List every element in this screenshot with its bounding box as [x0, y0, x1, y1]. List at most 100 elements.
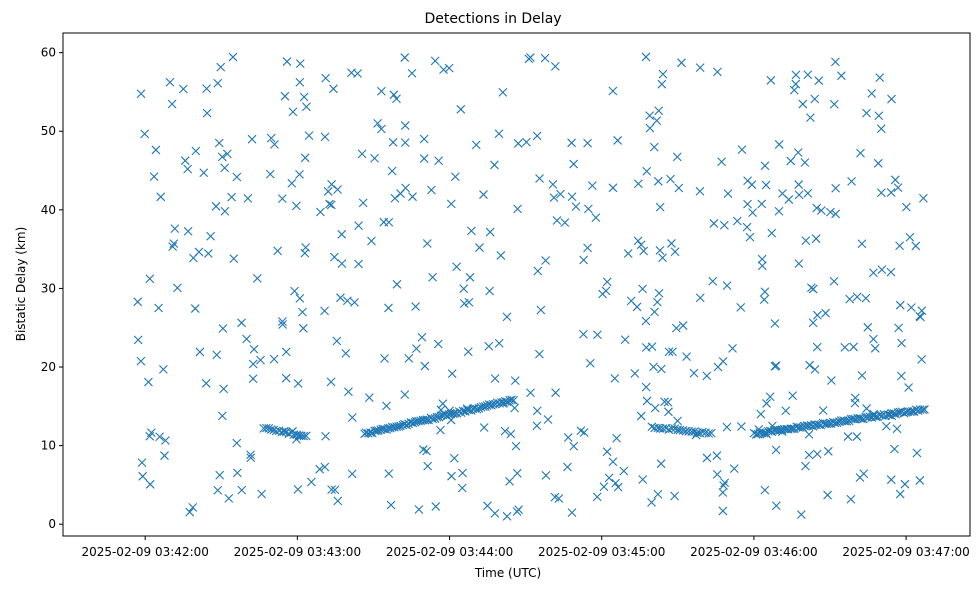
data-point: [156, 192, 166, 202]
data-point: [514, 505, 523, 514]
data-point: [321, 431, 330, 441]
data-point: [857, 239, 867, 249]
data-point: [211, 201, 221, 211]
data-point: [384, 303, 393, 313]
data-point: [526, 388, 535, 398]
data-point: [653, 489, 663, 499]
data-point: [652, 116, 662, 126]
data-point: [364, 429, 373, 438]
data-point: [389, 90, 399, 100]
data-point: [354, 259, 363, 269]
data-point: [658, 253, 667, 263]
data-point: [832, 418, 842, 428]
data-point: [682, 352, 691, 362]
data-point: [766, 75, 776, 85]
data-point: [447, 471, 456, 481]
data-point: [330, 485, 340, 495]
data-point: [511, 441, 521, 451]
data-point: [745, 232, 755, 242]
data-point: [217, 152, 227, 162]
data-point: [195, 347, 205, 357]
data-point: [638, 475, 648, 484]
data-point: [666, 174, 675, 184]
data-point: [549, 193, 559, 203]
data-point: [857, 371, 867, 380]
data-point: [810, 364, 820, 374]
data-point: [133, 297, 143, 307]
data-point: [400, 419, 409, 429]
data-point: [434, 156, 444, 166]
data-point: [265, 169, 275, 179]
data-point: [803, 188, 813, 198]
data-point: [485, 286, 495, 296]
data-point: [720, 478, 730, 488]
data-point: [786, 424, 796, 434]
data-point: [380, 354, 389, 363]
data-point: [639, 246, 649, 256]
data-point: [459, 299, 469, 308]
data-point: [806, 113, 815, 122]
data-point: [722, 422, 732, 432]
data-point: [623, 249, 633, 258]
data-point: [167, 99, 177, 109]
data-point: [712, 451, 722, 461]
data-point: [350, 297, 359, 307]
data-point: [601, 286, 611, 296]
data-point: [337, 229, 347, 239]
data-point: [633, 236, 643, 246]
data-point: [583, 138, 592, 148]
data-point: [408, 192, 417, 202]
data-point: [904, 383, 913, 392]
data-point: [630, 369, 640, 378]
data-point: [266, 425, 276, 434]
data-point: [831, 209, 840, 219]
data-point: [663, 397, 673, 407]
data-point: [736, 422, 746, 431]
data-point: [417, 332, 427, 342]
data-point: [396, 189, 405, 198]
data-point: [353, 69, 362, 78]
data-point: [248, 359, 258, 369]
data-point: [822, 419, 832, 429]
data-point: [760, 485, 770, 495]
data-point: [861, 293, 871, 303]
data-point: [293, 484, 303, 494]
data-point: [585, 358, 595, 368]
data-point: [645, 111, 655, 121]
data-point: [364, 393, 374, 403]
data-point: [419, 154, 429, 163]
data-point: [510, 403, 520, 413]
data-point: [757, 199, 767, 209]
data-point: [498, 398, 508, 408]
data-point: [812, 449, 822, 459]
data-point: [479, 423, 489, 432]
data-point: [213, 78, 223, 88]
data-point: [341, 348, 351, 358]
data-point: [708, 276, 718, 286]
chart-title: Detections in Delay: [424, 11, 561, 27]
data-point: [642, 166, 652, 176]
data-point: [660, 397, 669, 407]
data-point: [532, 131, 542, 141]
data-point: [876, 188, 886, 198]
data-point: [278, 317, 287, 326]
data-point: [295, 169, 304, 179]
data-point: [873, 158, 883, 168]
data-point: [282, 57, 292, 66]
data-point: [870, 343, 880, 353]
data-point: [788, 391, 798, 401]
data-point: [406, 418, 416, 427]
data-point: [641, 316, 651, 326]
data-point: [232, 438, 242, 448]
data-point: [619, 466, 629, 476]
data-point: [569, 441, 579, 451]
data-point: [641, 52, 651, 62]
data-point: [337, 259, 347, 269]
data-point: [278, 320, 288, 329]
data-point: [168, 242, 178, 251]
data-point: [444, 63, 454, 73]
data-point: [512, 468, 522, 478]
data-point: [347, 469, 357, 479]
data-point: [722, 281, 732, 290]
